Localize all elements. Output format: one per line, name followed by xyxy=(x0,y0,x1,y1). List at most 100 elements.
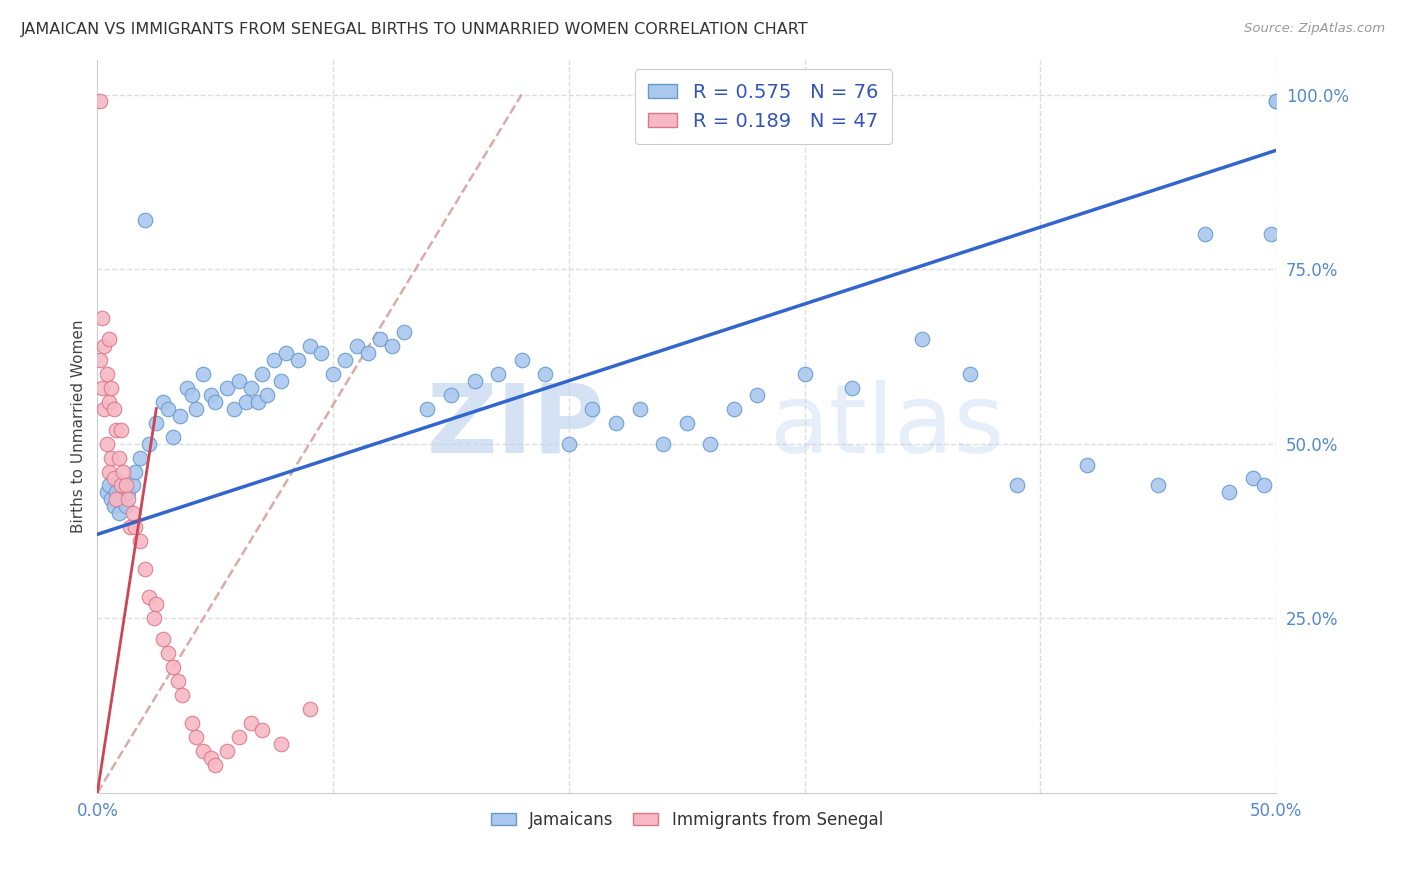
Point xyxy=(152,632,174,646)
Point xyxy=(510,352,533,367)
Text: Source: ZipAtlas.com: Source: ZipAtlas.com xyxy=(1244,22,1385,36)
Legend: Jamaicans, Immigrants from Senegal: Jamaicans, Immigrants from Senegal xyxy=(484,805,890,836)
Point xyxy=(287,352,309,367)
Point xyxy=(228,730,250,744)
Point xyxy=(193,367,215,381)
Point xyxy=(100,450,122,465)
Point xyxy=(392,325,415,339)
Y-axis label: Births to Unmarried Women: Births to Unmarried Women xyxy=(72,319,86,533)
Point xyxy=(124,520,146,534)
Point xyxy=(747,388,769,402)
Point xyxy=(112,465,135,479)
Point xyxy=(169,409,191,423)
Point xyxy=(256,388,278,402)
Point xyxy=(186,401,208,416)
Point xyxy=(93,401,115,416)
Point xyxy=(124,465,146,479)
Point xyxy=(239,715,262,730)
Point xyxy=(298,339,321,353)
Point xyxy=(1265,95,1288,109)
Point xyxy=(274,346,297,360)
Point xyxy=(605,416,627,430)
Point xyxy=(96,485,118,500)
Point xyxy=(1260,227,1282,241)
Point xyxy=(675,416,697,430)
Point xyxy=(357,346,380,360)
Point xyxy=(120,520,142,534)
Point xyxy=(145,416,167,430)
Point xyxy=(162,429,184,443)
Text: atlas: atlas xyxy=(769,380,1004,473)
Point xyxy=(128,534,150,549)
Point xyxy=(98,332,121,346)
Point xyxy=(96,436,118,450)
Point xyxy=(333,352,356,367)
Point xyxy=(440,388,463,402)
Point xyxy=(121,478,143,492)
Point xyxy=(157,646,180,660)
Point xyxy=(91,310,114,325)
Point xyxy=(162,660,184,674)
Point xyxy=(263,352,285,367)
Point xyxy=(96,367,118,381)
Point xyxy=(841,381,863,395)
Point xyxy=(1265,95,1288,109)
Point xyxy=(200,750,222,764)
Point xyxy=(628,401,651,416)
Point xyxy=(222,401,245,416)
Point xyxy=(145,597,167,611)
Point xyxy=(699,436,721,450)
Point xyxy=(270,737,292,751)
Point xyxy=(107,507,129,521)
Point xyxy=(105,492,128,507)
Point xyxy=(1218,485,1240,500)
Point xyxy=(110,492,132,507)
Point xyxy=(252,367,274,381)
Point xyxy=(89,352,111,367)
Point xyxy=(176,381,198,395)
Point xyxy=(128,450,150,465)
Point xyxy=(322,367,344,381)
Point xyxy=(270,374,292,388)
Point xyxy=(228,374,250,388)
Text: ZIP: ZIP xyxy=(426,380,605,473)
Point xyxy=(110,423,132,437)
Point xyxy=(464,374,486,388)
Point xyxy=(911,332,934,346)
Point xyxy=(142,611,165,625)
Point xyxy=(105,485,128,500)
Point xyxy=(138,590,160,604)
Point xyxy=(103,401,125,416)
Point xyxy=(1253,478,1275,492)
Point xyxy=(215,744,238,758)
Point xyxy=(89,95,111,109)
Point xyxy=(252,723,274,737)
Point xyxy=(723,401,745,416)
Point xyxy=(112,478,135,492)
Point xyxy=(105,423,128,437)
Point xyxy=(103,500,125,514)
Point xyxy=(204,394,226,409)
Point xyxy=(103,471,125,485)
Point xyxy=(246,394,269,409)
Point xyxy=(98,478,121,492)
Point xyxy=(381,339,404,353)
Point xyxy=(134,562,156,576)
Point xyxy=(204,757,226,772)
Point xyxy=(114,478,136,492)
Point xyxy=(117,492,139,507)
Point xyxy=(1241,471,1264,485)
Point xyxy=(346,339,368,353)
Point xyxy=(368,332,391,346)
Point xyxy=(180,715,202,730)
Point xyxy=(91,381,114,395)
Point xyxy=(138,436,160,450)
Point xyxy=(93,339,115,353)
Point xyxy=(107,450,129,465)
Point xyxy=(117,485,139,500)
Point xyxy=(581,401,603,416)
Point xyxy=(114,500,136,514)
Point xyxy=(959,367,981,381)
Point xyxy=(172,688,194,702)
Point xyxy=(200,388,222,402)
